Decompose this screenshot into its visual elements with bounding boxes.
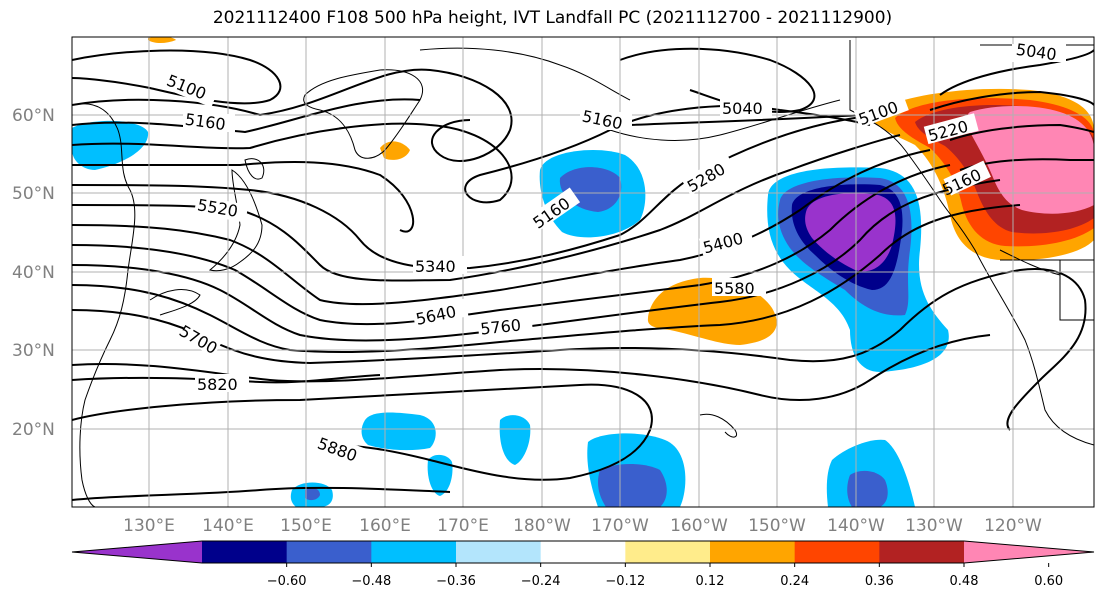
anomaly-patch [847, 470, 888, 507]
lat-tick: 20°N [12, 420, 55, 440]
colorbar-extend-max [964, 541, 1094, 563]
colorbar-tick-label: −0.48 [351, 574, 391, 589]
lon-tick: 140°W [827, 516, 885, 536]
colorbar-segment [794, 541, 880, 563]
lon-tick: 130°W [905, 516, 963, 536]
colorbar-tick-label: −0.12 [605, 574, 645, 589]
coastlines [72, 40, 1094, 507]
lat-tick-labels: 60°N 50°N 40°N 30°N 20°N [12, 106, 55, 440]
colorbar-tick-label: −0.60 [267, 574, 307, 589]
lon-tick: 150°W [748, 516, 806, 536]
colorbar-segment [879, 541, 965, 563]
colorbar: −0.60 −0.48 −0.36 −0.24 −0.12 0.12 0.24 0.36 0.4… [71, 540, 1095, 589]
anomaly-patch [427, 454, 453, 496]
contour-label: 5040 [722, 99, 763, 118]
colorbar-tick-label: 0.48 [950, 574, 979, 589]
colorbar-tick-label: 0.60 [1034, 574, 1063, 589]
colorbar-outline [71, 540, 1095, 564]
colorbar-segment [710, 541, 796, 563]
anomaly-patch [380, 141, 410, 160]
lon-tick-labels: 130°E 140°E 150°E 160°E 170°E 180°W 170°… [123, 516, 1042, 536]
anomaly-patch [499, 415, 531, 465]
colorbar-extend-min [72, 541, 202, 563]
colorbar-segment [371, 541, 457, 563]
lon-tick: 120°W [984, 516, 1042, 536]
colorbar-tick-label: −0.36 [436, 574, 476, 589]
anomaly-patch [305, 487, 320, 501]
colorbar-tick-label: 0.12 [696, 574, 725, 589]
contour-label: 5340 [415, 257, 456, 276]
colorbar-tick-label: −0.24 [521, 574, 561, 589]
lon-tick: 160°E [359, 516, 411, 536]
contour-label: 5580 [714, 279, 755, 298]
lon-tick: 150°E [280, 516, 332, 536]
lat-tick: 40°N [12, 263, 55, 283]
colorbar-segment [202, 541, 288, 563]
map-frame [71, 36, 1095, 508]
lon-tick: 170°E [437, 516, 489, 536]
lat-tick: 30°N [12, 341, 55, 361]
colorbar-segment [456, 541, 542, 563]
contour-label: 5820 [197, 375, 238, 394]
anomaly-patch [148, 37, 176, 43]
graticule [72, 37, 1094, 507]
lat-tick: 50°N [12, 184, 55, 204]
anomaly-patch [72, 120, 149, 170]
map-title: 2021112400 F108 500 hPa height, IVT Land… [212, 8, 893, 28]
colorbar-tick-label: 0.24 [780, 574, 809, 589]
lat-tick: 60°N [12, 106, 55, 126]
colorbar-segment [625, 541, 711, 563]
lon-tick: 160°W [670, 516, 728, 536]
lon-tick: 180°W [513, 516, 571, 536]
lon-tick: 130°E [123, 516, 175, 536]
colorbar-segment [540, 541, 626, 563]
colorbar-tick-label: 0.36 [865, 574, 894, 589]
lon-tick: 140°E [202, 516, 254, 536]
colorbar-segment [286, 541, 372, 563]
contour-label: 5760 [479, 315, 521, 338]
lon-tick: 170°W [591, 516, 649, 536]
height-contours [72, 47, 1094, 501]
anomaly-patch [361, 412, 436, 451]
anomaly-patch [598, 464, 667, 507]
anomaly-patch [805, 193, 896, 272]
